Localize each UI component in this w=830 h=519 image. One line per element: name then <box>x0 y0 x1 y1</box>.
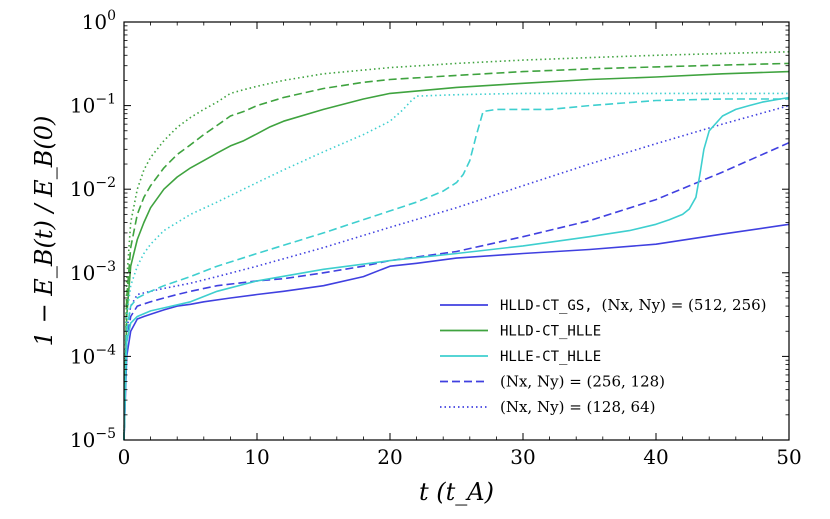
legend-math-label: (Nx, Ny) = (256, 128) <box>500 373 665 391</box>
x-tick-label: 30 <box>510 445 535 469</box>
x-tick-label: 40 <box>643 445 668 469</box>
x-tick-label: 10 <box>244 445 269 469</box>
x-tick-label: 0 <box>118 445 131 469</box>
series-line-hlld-ct-hlle-512x256 <box>123 70 790 441</box>
y-tick-label: 10−3 <box>70 259 116 285</box>
legend-math-label: (Nx, Ny) = (512, 256) <box>602 296 767 314</box>
series-line-hlle-ct-hlle-256x128 <box>123 98 789 441</box>
legend-label: HLLD-CT_GS, <box>500 298 593 314</box>
y-tick-label: 10−5 <box>70 426 116 452</box>
y-tick-label: 10−4 <box>70 342 116 368</box>
legend-label: HLLE-CT_HLLE <box>500 349 601 365</box>
series-layer <box>123 51 790 441</box>
legend: HLLD-CT_GS, (Nx, Ny) = (512, 256)HLLD-CT_… <box>440 296 767 416</box>
series-line-hlld-ct-gs-512x256 <box>123 223 790 441</box>
x-tick-label: 50 <box>776 445 801 469</box>
series-line-hlle-ct-hlle-512x256 <box>123 96 790 441</box>
y-tick-label: 100 <box>82 8 116 34</box>
x-axis-label: t (t_A) <box>419 478 494 506</box>
ticks-layer <box>123 21 790 441</box>
series-line-hlld-ct-gs-256x128 <box>123 141 790 441</box>
series-line-hlle-ct-hlle-128x64 <box>123 92 789 441</box>
y-tick-labels: 10−5 10−4 10−3 10−2 10−1 100 <box>70 8 116 452</box>
legend-math-label: (Nx, Ny) = (128, 64) <box>500 398 656 416</box>
series-line-hlld-ct-hlle-256x128 <box>123 62 790 441</box>
legend-label: HLLD-CT_HLLE <box>500 324 601 340</box>
x-tick-labels: 0 10 20 30 40 50 <box>118 445 802 469</box>
x-tick-label: 20 <box>377 445 402 469</box>
plot-frame <box>123 21 790 441</box>
series-line-hlld-ct-hlle-128x64 <box>123 51 790 441</box>
y-axis-label: 1 − E_B(t) / E_B(0) <box>30 116 58 347</box>
y-tick-label: 10−2 <box>70 175 116 201</box>
series-line-hlld-ct-gs-128x64 <box>123 104 790 441</box>
y-tick-label: 10−1 <box>70 92 116 118</box>
